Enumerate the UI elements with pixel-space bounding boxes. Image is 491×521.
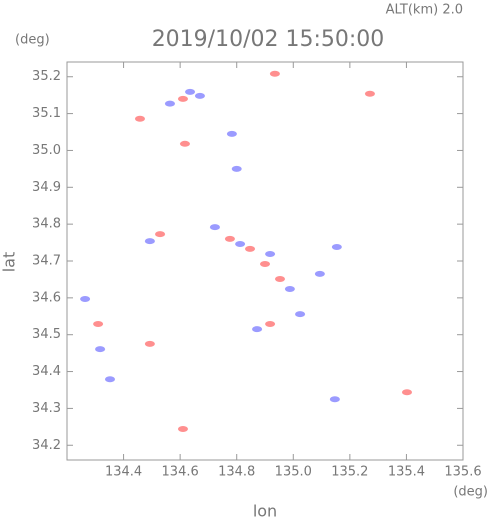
echo-cell [265,321,276,328]
echo-cell [144,340,155,347]
x-tick-label: 134.4 [105,465,142,480]
echo-cell [401,389,412,396]
echo-cell [224,235,235,242]
y-tick-label: 34.8 [32,217,61,232]
x-tick-label: 134.6 [162,465,199,480]
y-tick-label: 34.4 [32,364,61,379]
echo-cell [269,70,280,77]
echo-cell [329,396,340,403]
echo-cell [274,276,285,283]
echo-cell [245,245,256,252]
echo-cell [226,130,237,137]
echo-cell [185,88,196,95]
y-tick-label: 34.5 [32,327,61,342]
echo-cell [95,346,106,353]
y-tick-label: 35.2 [32,69,61,84]
echo-cell [260,260,270,267]
echo-cell [177,95,188,102]
x-axis-label: lon [253,502,277,521]
y-unit: (deg) [15,33,50,48]
y-tick-label: 35.0 [32,143,61,158]
y-tick-label: 35.1 [32,106,61,121]
x-tick-label: 135.0 [275,465,312,480]
echo-cell [252,326,263,333]
echo-cell [364,90,375,97]
y-axis-label: lat [0,252,19,273]
echo-cell [177,426,188,433]
echo-cell [284,286,295,293]
echo-cell [155,231,166,238]
echo-cell [295,311,306,318]
echo-cell [93,321,104,328]
x-tick-label: 135.2 [331,465,368,480]
echo-cell [104,376,115,383]
y-tick-label: 34.7 [32,254,61,269]
echo-cell [164,100,175,107]
y-tick-label: 34.2 [32,438,61,453]
x-unit: (deg) [453,485,488,500]
echo-cell [80,295,91,302]
echo-cell [265,250,276,257]
echo-cell [144,238,155,245]
y-tick-label: 34.3 [32,401,61,416]
x-tick-label: 135.4 [388,465,425,480]
echo-cell [194,92,205,99]
echo-cell [209,224,220,231]
x-tick-label: 135.6 [444,465,481,480]
echo-cell [314,270,325,277]
altitude-label: ALT(km) 2.0 [386,3,463,18]
echo-cell [179,140,190,147]
echo-cell [235,241,246,248]
y-tick-label: 34.6 [32,290,61,305]
echo-cell [134,115,145,122]
echo-cell [231,165,242,172]
y-tick-label: 34.9 [32,180,61,195]
echo-cell [331,243,342,250]
chart-title: 2019/10/02 15:50:00 [152,27,385,52]
x-tick-label: 134.8 [218,465,255,480]
